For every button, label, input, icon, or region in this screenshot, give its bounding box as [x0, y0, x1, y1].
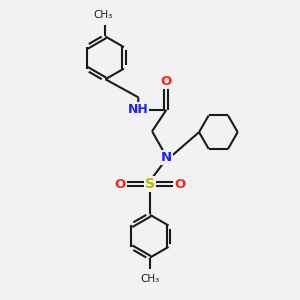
Text: O: O: [175, 178, 186, 191]
Text: N: N: [161, 151, 172, 164]
Text: O: O: [114, 178, 125, 191]
Text: S: S: [145, 177, 155, 191]
Text: CH₃: CH₃: [140, 274, 160, 284]
Text: O: O: [161, 75, 172, 88]
Text: CH₃: CH₃: [94, 10, 113, 20]
Text: NH: NH: [128, 103, 148, 116]
